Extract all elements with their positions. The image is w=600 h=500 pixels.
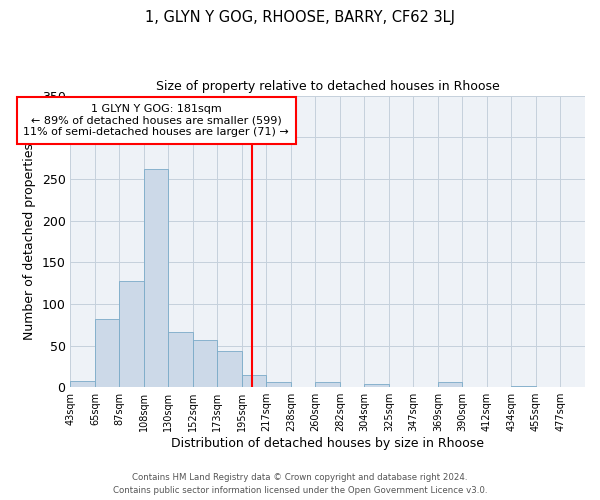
Bar [316, 382, 340, 387]
Bar [144, 169, 169, 387]
Y-axis label: Number of detached properties: Number of detached properties [23, 143, 36, 340]
Bar [70, 382, 95, 387]
Bar [193, 340, 217, 387]
X-axis label: Distribution of detached houses by size in Rhoose: Distribution of detached houses by size … [171, 437, 484, 450]
Bar [266, 382, 291, 387]
Title: Size of property relative to detached houses in Rhoose: Size of property relative to detached ho… [156, 80, 500, 93]
Text: Contains HM Land Registry data © Crown copyright and database right 2024.
Contai: Contains HM Land Registry data © Crown c… [113, 474, 487, 495]
Bar [169, 332, 193, 387]
Text: 1, GLYN Y GOG, RHOOSE, BARRY, CF62 3LJ: 1, GLYN Y GOG, RHOOSE, BARRY, CF62 3LJ [145, 10, 455, 25]
Bar [119, 280, 144, 387]
Bar [364, 384, 389, 387]
Bar [242, 374, 266, 387]
Bar [511, 386, 536, 387]
Bar [438, 382, 463, 387]
Text: 1 GLYN Y GOG: 181sqm
← 89% of detached houses are smaller (599)
11% of semi-deta: 1 GLYN Y GOG: 181sqm ← 89% of detached h… [23, 104, 289, 137]
Bar [217, 350, 242, 387]
Bar [95, 319, 119, 387]
